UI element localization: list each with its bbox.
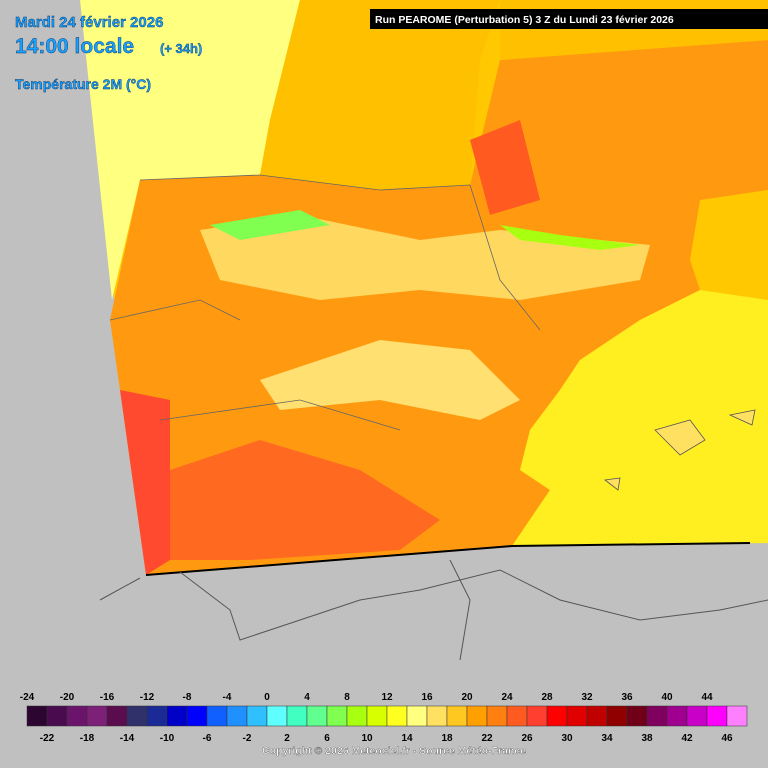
warm-south: [160, 440, 440, 560]
legend-label: 38: [641, 733, 653, 744]
bay-of-biscay: [260, 0, 500, 190]
legend-swatch: [686, 705, 708, 727]
legend-swatch: [226, 705, 248, 727]
legend-label: -2: [243, 733, 252, 744]
legend-label: 44: [701, 692, 713, 703]
copyright: Copyright © 2026 Meteociel.fr - Source M…: [262, 745, 526, 757]
legend-label: -20: [60, 692, 75, 703]
legend-swatch: [326, 705, 348, 727]
legend-swatch: [426, 705, 448, 727]
date: Mardi 24 février 2026: [15, 14, 163, 31]
lead-time: (+ 34h): [160, 41, 202, 56]
run-info: Run PEAROME (Perturbation 5) 3 Z du Lund…: [375, 14, 674, 26]
legend-label: -14: [120, 733, 135, 744]
legend-label: 34: [601, 733, 613, 744]
cold-cantabria: [210, 210, 330, 240]
run-banner: [370, 9, 768, 29]
legend-swatch: [546, 705, 568, 727]
legend-swatch: [306, 705, 328, 727]
legend-label: -12: [140, 692, 155, 703]
africa-outline: [99, 559, 768, 661]
legend-swatch: [526, 705, 548, 727]
legend-label: -16: [100, 692, 115, 703]
legend-label: -6: [203, 733, 212, 744]
legend-swatch: [586, 705, 608, 727]
legend-label: 18: [441, 733, 453, 744]
legend-label: 14: [401, 733, 413, 744]
legend-swatch: [346, 705, 368, 727]
legend-label: 20: [461, 692, 473, 703]
legend-label: 32: [581, 692, 593, 703]
legend-label: 10: [361, 733, 373, 744]
legend-label: 36: [621, 692, 633, 703]
legend-label: 42: [681, 733, 693, 744]
legend-swatch: [506, 705, 528, 727]
cold-pyrenees: [500, 225, 640, 250]
legend-swatch: [666, 705, 688, 727]
legend-swatch: [206, 705, 228, 727]
legend-label: 0: [264, 692, 270, 703]
legend-swatch: [46, 705, 68, 727]
legend-label: 46: [721, 733, 733, 744]
legend-swatch: [166, 705, 188, 727]
legend-label: 4: [304, 692, 310, 703]
legend-swatch: [86, 705, 108, 727]
domain-edge: [145, 542, 751, 576]
legend-swatch: [566, 705, 588, 727]
legend-swatch: [106, 705, 128, 727]
legend-label: 28: [541, 692, 553, 703]
atlantic: [80, 0, 300, 300]
legend-label: 30: [561, 733, 573, 744]
land: [110, 40, 768, 575]
legend-swatch: [266, 705, 288, 727]
warm-ebro: [470, 120, 540, 215]
legend-swatch: [706, 705, 728, 727]
legend-label: 12: [381, 692, 393, 703]
legend-label: -10: [160, 733, 175, 744]
legend-swatch: [466, 705, 488, 727]
legend-swatch: [66, 705, 88, 727]
legend-label: 6: [324, 733, 330, 744]
legend-label: -24: [20, 692, 35, 703]
legend-swatch: [146, 705, 168, 727]
legend-swatch: [626, 705, 648, 727]
legend-label: 40: [661, 692, 673, 703]
legend-label: 26: [521, 733, 533, 744]
mediterranean: [512, 290, 768, 546]
legend-swatch: [386, 705, 408, 727]
legend-swatch: [126, 705, 148, 727]
legend-swatch: [366, 705, 388, 727]
legend-label: -4: [223, 692, 232, 703]
variable: Température 2M (°C): [15, 76, 151, 92]
legend-swatch: [446, 705, 468, 727]
legend-label: 2: [284, 733, 290, 744]
legend-swatch: [406, 705, 428, 727]
legend-swatch: [246, 705, 268, 727]
legend-swatch: [726, 705, 748, 727]
legend-swatch: [646, 705, 668, 727]
time: 14:00 locale: [15, 35, 134, 58]
legend-swatch: [186, 705, 208, 727]
legend-swatch: [286, 705, 308, 727]
legend-swatch: [486, 705, 508, 727]
central-range: [260, 340, 520, 420]
legend-label: 24: [501, 692, 513, 703]
legend-label: -8: [183, 692, 192, 703]
borders: [109, 174, 541, 431]
legend-label: 16: [421, 692, 433, 703]
legend-label: 8: [344, 692, 350, 703]
baleares: [603, 409, 756, 491]
legend: -24-22-20-18-16-14-12-10-8-6-4-202468101…: [20, 692, 748, 744]
legend-swatch: [606, 705, 628, 727]
legend-panel: [0, 685, 768, 768]
legend-label: 22: [481, 733, 493, 744]
legend-label: -18: [80, 733, 95, 744]
legend-swatch: [26, 705, 48, 727]
warm-coast: [120, 390, 170, 575]
legend-label: -22: [40, 733, 55, 744]
